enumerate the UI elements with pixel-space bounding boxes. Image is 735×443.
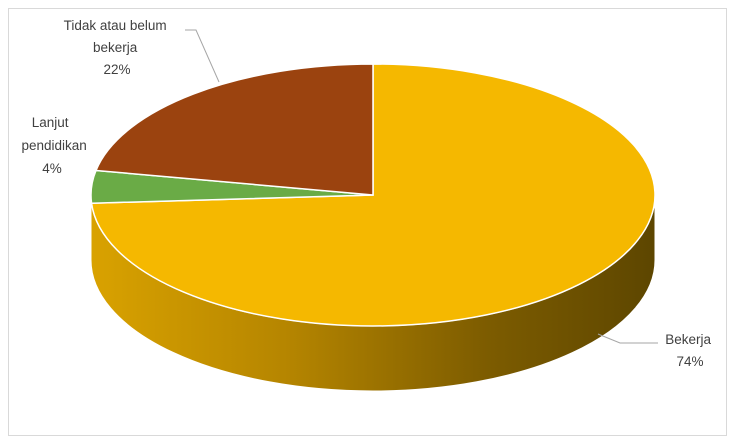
leader-line-bekerja [597, 333, 658, 344]
label-bekerja: Bekerja 74% [665, 332, 715, 369]
leader-line-tidak-bekerja [185, 29, 220, 83]
pie-slice-2 [94, 63, 374, 196]
label-tidak-bekerja: Tidak atau belum bekerja 22% [64, 18, 171, 77]
label-lanjut-pendidikan: Lanjut pendidikan 4% [21, 115, 90, 176]
